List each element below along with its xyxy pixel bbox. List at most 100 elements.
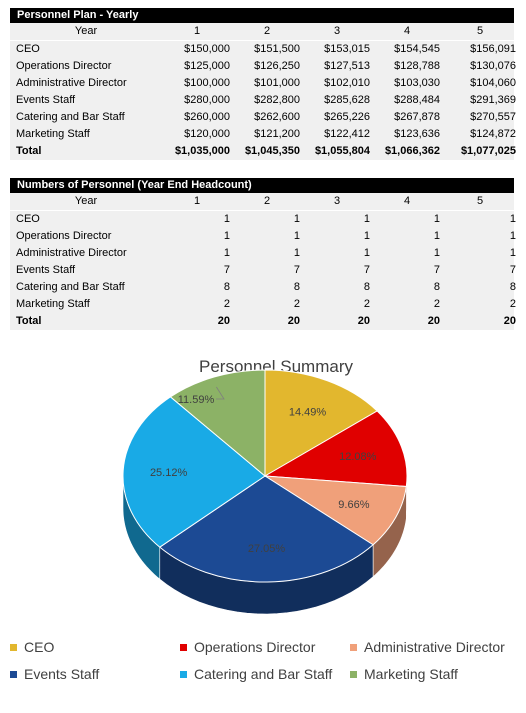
legend-swatch <box>180 643 187 651</box>
table-row: Operations Director $125,000 $126,250 $1… <box>10 58 516 75</box>
legend-label: Catering and Bar Staff <box>194 666 333 682</box>
table-row: Events Staff $280,000 $282,800 $285,628 … <box>10 92 516 109</box>
data-label-4: 25.12% <box>150 467 188 479</box>
cell: $270,557 <box>470 111 516 123</box>
table-row: Marketing Staff $120,000 $121,200 $122,4… <box>10 126 516 143</box>
legend-label: Events Staff <box>24 666 100 682</box>
cell: 2 <box>363 298 370 310</box>
cell: 20 <box>357 315 370 327</box>
header-cell: 1 <box>193 25 201 37</box>
row-label: Administrative Director <box>16 247 127 259</box>
row-label: Events Staff <box>16 94 76 106</box>
cell: $127,513 <box>324 60 370 72</box>
legend-swatch <box>350 670 357 678</box>
cell: 2 <box>433 298 440 310</box>
cell: $267,878 <box>394 111 440 123</box>
table-row: Events Staff 7 7 7 7 7 <box>10 262 516 279</box>
table-row: Catering and Bar Staff 8 8 8 8 8 <box>10 279 516 296</box>
cell: 20 <box>427 315 440 327</box>
cell: 20 <box>503 315 516 327</box>
legend-swatch <box>180 670 187 678</box>
cell: 1 <box>293 247 300 259</box>
cell: $1,045,350 <box>244 145 300 157</box>
personnel-plan-table: Personnel Plan - Yearly Year 1 2 3 4 5 C… <box>10 8 516 160</box>
row-label: Total <box>16 315 42 327</box>
cell: $1,077,025 <box>460 145 516 157</box>
cell: 2 <box>293 298 300 310</box>
cell: 20 <box>287 315 300 327</box>
legend-item-events-staff: Events Staff <box>10 663 99 685</box>
header-cell: 4 <box>403 195 411 207</box>
cell: $1,035,000 <box>174 145 230 157</box>
cell: 20 <box>217 315 230 327</box>
cell: 7 <box>509 264 516 276</box>
cell: $291,369 <box>470 94 516 106</box>
cell: $285,628 <box>324 94 370 106</box>
legend-label: CEO <box>24 639 55 655</box>
cell: $288,484 <box>394 94 440 106</box>
chart-title: Personnel Summary <box>199 357 354 376</box>
row-label: CEO <box>16 43 40 55</box>
cell: $151,500 <box>254 43 300 55</box>
legend-item-administrative-director: Administrative Director <box>350 636 505 658</box>
header-cell: 3 <box>333 195 341 207</box>
cell: 8 <box>363 281 370 293</box>
cell: $126,250 <box>254 60 300 72</box>
row-label: Marketing Staff <box>16 128 90 140</box>
cell: 8 <box>433 281 440 293</box>
pie-slice-2 <box>264 475 407 546</box>
cell: 1 <box>363 247 370 259</box>
cell: $265,226 <box>324 111 370 123</box>
cell: $150,000 <box>184 43 230 55</box>
cell: $124,872 <box>470 128 516 140</box>
pie-slice-5 <box>169 369 266 478</box>
cell: $101,000 <box>254 77 300 89</box>
legend-item-operations-director: Operations Director <box>180 636 315 658</box>
legend-swatch <box>10 643 17 651</box>
row-label: Total <box>16 145 42 157</box>
table-row: Operations Director 1 1 1 1 1 <box>10 228 516 245</box>
legend-item-ceo: CEO <box>10 636 54 658</box>
cell: 1 <box>223 247 230 259</box>
cell: 7 <box>363 264 370 276</box>
row-label: Marketing Staff <box>16 298 90 310</box>
personnel-plan-title: Personnel Plan - Yearly <box>10 8 514 23</box>
pie-slice-1 <box>263 410 408 487</box>
legend-item-catering-and-bar-staff: Catering and Bar Staff <box>180 663 332 685</box>
cell: $125,000 <box>184 60 230 72</box>
table-row: Catering and Bar Staff $260,000 $262,600… <box>10 109 516 126</box>
legend-swatch <box>10 670 17 678</box>
data-label-1: 12.08% <box>339 451 377 463</box>
cell: 1 <box>433 247 440 259</box>
header-cell: 1 <box>193 195 201 207</box>
cell: $262,600 <box>254 111 300 123</box>
cell: $104,060 <box>470 77 516 89</box>
cell: 2 <box>509 298 516 310</box>
header-cell: 5 <box>476 195 484 207</box>
row-label: Events Staff <box>16 264 76 276</box>
cell: $123,636 <box>394 128 440 140</box>
cell: $280,000 <box>184 94 230 106</box>
cell: $154,545 <box>394 43 440 55</box>
headcount-table: Numbers of Personnel (Year End Headcount… <box>10 178 516 330</box>
data-label-3: 27.05% <box>248 543 286 555</box>
cell: 1 <box>509 213 516 225</box>
cell: 1 <box>363 230 370 242</box>
cell: $130,076 <box>470 60 516 72</box>
cell: $282,800 <box>254 94 300 106</box>
header-cell: 2 <box>263 195 271 207</box>
leader-line <box>216 386 225 400</box>
data-label-2: 9.66% <box>338 499 369 511</box>
table-row: Administrative Director $100,000 $101,00… <box>10 75 516 92</box>
data-label-0: 14.49% <box>289 406 327 418</box>
data-label-5: 11.59% <box>178 394 215 406</box>
cell: $102,010 <box>324 77 370 89</box>
header-cell: 2 <box>263 25 271 37</box>
cell: 8 <box>293 281 300 293</box>
cell: 7 <box>433 264 440 276</box>
cell: 1 <box>509 230 516 242</box>
cell: 1 <box>293 213 300 225</box>
table-row: Marketing Staff 2 2 2 2 2 <box>10 296 516 313</box>
cell: $260,000 <box>184 111 230 123</box>
cell: 1 <box>433 213 440 225</box>
